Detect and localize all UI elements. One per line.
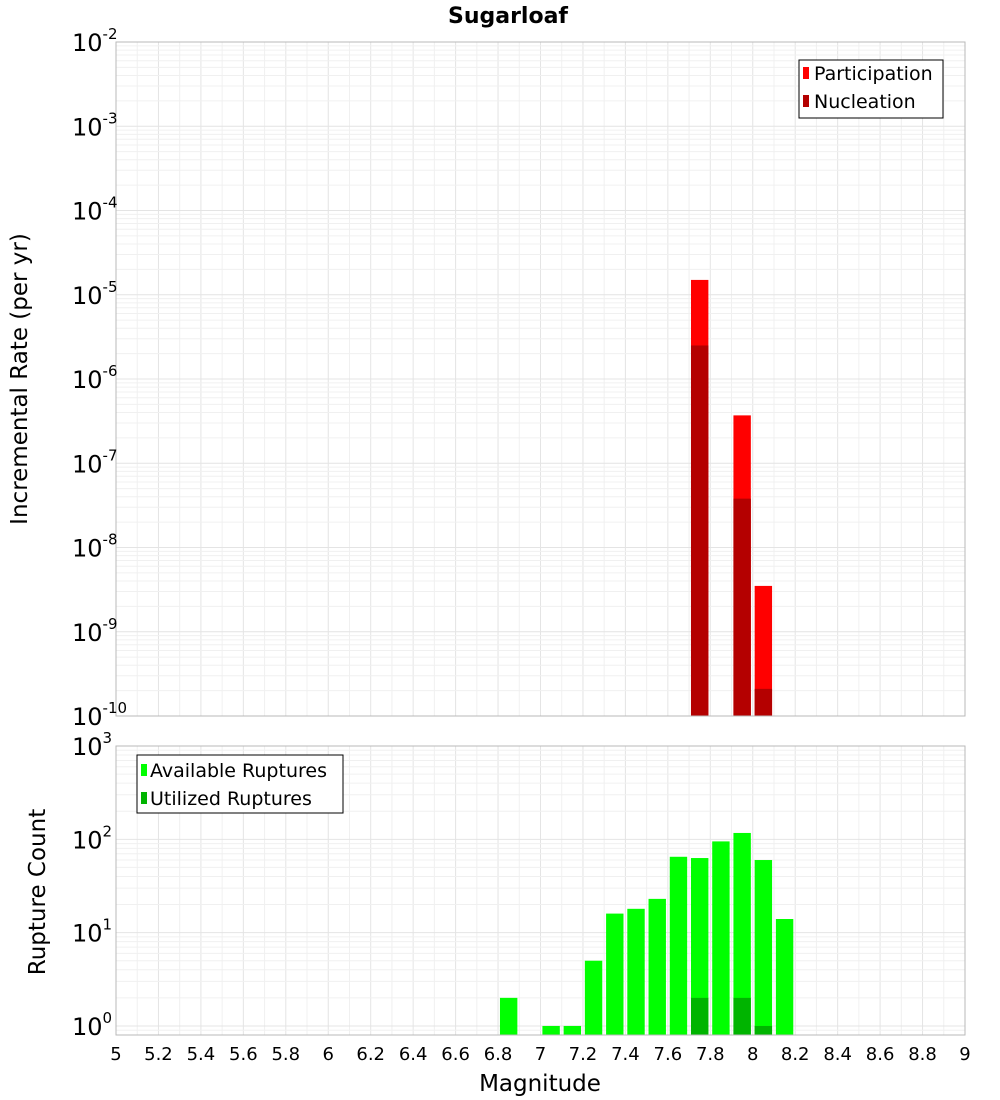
x-tick-label: 7.4 [611, 1044, 640, 1065]
y-tick-label: 10-2 [72, 25, 118, 57]
available-ruptures-bar [499, 997, 518, 1035]
y-tick-label: 10-10 [72, 699, 127, 731]
y-tick-label: 10-4 [72, 194, 118, 226]
available-ruptures-bar [606, 913, 624, 1035]
x-tick-label: 5.6 [229, 1044, 258, 1065]
y-tick-label: 10-8 [72, 531, 118, 563]
x-ticks: 5 5.2 5.4 5.6 5.8 6 6.2 6.4 6.6 6.8 7 7.2 7.4 7.6 7.8 8… [110, 1044, 970, 1065]
rate-legend: Participation Nucleation [798, 59, 944, 119]
x-tick-label: 7.2 [569, 1044, 598, 1065]
available-ruptures-bar [542, 1025, 560, 1035]
rate-plot-frame [115, 41, 966, 717]
y-tick-label: 10-5 [72, 278, 118, 310]
y-tick-label: 103 [72, 729, 112, 761]
x-tick-label: 6.4 [399, 1044, 428, 1065]
rate-panel: 10-10 10-9 10-8 10-7 10-6 10-5 10-4 10-3 10-2 In… [7, 25, 966, 731]
rate-y-axis-label: Incremental Rate (per yr) [7, 233, 33, 525]
available-ruptures-bar [775, 919, 794, 1035]
y-tick-label: 10-3 [72, 109, 118, 141]
rate-y-ticks: 10-10 10-9 10-8 10-7 10-6 10-5 10-4 10-3 10-2 [72, 25, 127, 731]
available-ruptures-bar [648, 898, 666, 1035]
rate-bars [690, 279, 773, 716]
available-ruptures-bar [669, 856, 688, 1035]
x-tick-label: 6 [323, 1044, 334, 1065]
y-tick-label: 10-9 [72, 615, 118, 647]
y-tick-label: 102 [72, 822, 112, 854]
y-tick-label: 10-7 [72, 446, 118, 478]
nucleation-legend-label: Nucleation [814, 91, 916, 113]
rate-legend-box [798, 59, 944, 119]
utilized-ruptures-bar [754, 1025, 773, 1035]
x-tick-label: 5 [110, 1044, 121, 1065]
rate-gridlines [115, 41, 966, 717]
x-tick-label: 6.6 [441, 1044, 470, 1065]
x-tick-label: 7 [535, 1044, 546, 1065]
available-ruptures-bar [712, 841, 730, 1035]
nucleation-bar [733, 498, 751, 716]
x-tick-label: 8.2 [781, 1044, 810, 1065]
participation-bar [754, 585, 773, 716]
y-tick-label: 100 [72, 1009, 112, 1041]
y-tick-label: 10-6 [72, 362, 118, 394]
participation-legend-swatch [803, 67, 809, 79]
available-ruptures-bar [627, 908, 645, 1035]
count-y-axis-label: Rupture Count [25, 809, 51, 975]
x-tick-label: 9 [959, 1044, 970, 1065]
available-ruptures-bar [690, 858, 709, 1035]
x-tick-label: 6.8 [484, 1044, 513, 1065]
x-axis-label: Magnitude [479, 1071, 601, 1097]
utilized-ruptures-bar [690, 997, 709, 1035]
available-ruptures-bar [584, 960, 603, 1035]
chart-title: Sugarloaf [448, 4, 568, 29]
x-tick-label: 5.4 [187, 1044, 216, 1065]
utilized-legend-label: Utilized Ruptures [150, 788, 312, 810]
x-tick-label: 6.2 [356, 1044, 385, 1065]
utilized-legend-swatch [141, 792, 147, 804]
count-legend-box [136, 754, 344, 814]
x-tick-label: 7.6 [654, 1044, 683, 1065]
count-plot-frame [115, 745, 966, 1036]
count-bars [499, 832, 794, 1035]
count-legend: Available Ruptures Utilized Ruptures [136, 754, 344, 814]
x-tick-label: 8 [747, 1044, 758, 1065]
available-ruptures-bar [563, 1025, 582, 1035]
available-legend-label: Available Ruptures [150, 760, 327, 782]
available-ruptures-bar [754, 860, 773, 1035]
x-tick-label: 5.8 [271, 1044, 300, 1065]
utilized-ruptures-bar [733, 997, 751, 1035]
count-y-ticks: 100 101 102 103 [72, 729, 112, 1041]
available-legend-swatch [141, 764, 147, 776]
y-tick-label: 101 [72, 916, 112, 948]
x-tick-label: 8.4 [823, 1044, 852, 1065]
available-ruptures-bar [733, 832, 751, 1035]
x-tick-label: 5.2 [144, 1044, 173, 1065]
count-panel: 100 101 102 103 5 5.2 5.4 5.6 5.8 6 6.2 6.4 6.6 6.8 7… [25, 729, 971, 1097]
nucleation-bar [754, 688, 773, 716]
x-tick-label: 7.8 [696, 1044, 725, 1065]
nucleation-bar [690, 345, 709, 716]
x-tick-label: 8.8 [908, 1044, 937, 1065]
participation-legend-label: Participation [814, 63, 933, 85]
nucleation-legend-swatch [803, 95, 809, 107]
x-tick-label: 8.6 [866, 1044, 895, 1065]
